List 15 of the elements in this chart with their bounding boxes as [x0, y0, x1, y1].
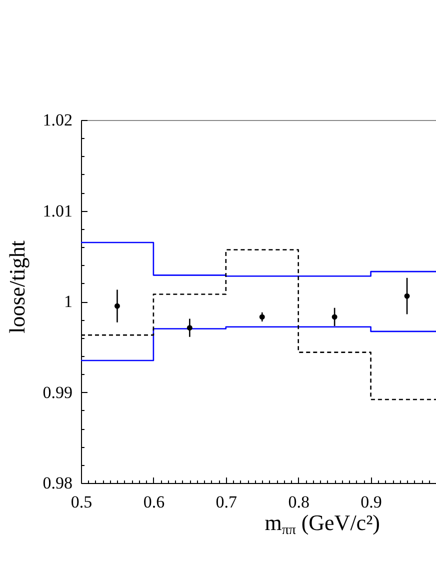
x-tick-label: 0.5	[70, 492, 92, 512]
x-tick-label: 0.7	[216, 492, 238, 512]
point	[404, 293, 410, 299]
y-tick-label: 0.99	[42, 382, 72, 402]
point	[186, 325, 192, 331]
point	[114, 303, 120, 309]
y-tick-label: 1.01	[42, 201, 72, 220]
x-tick-label: 0.8	[288, 492, 310, 512]
y-tick-label: 0.98	[42, 474, 72, 492]
y-tick-label: 1.02	[42, 110, 72, 130]
x-tick-label: 0.6	[143, 492, 165, 512]
y-axis-title: loose/tight	[4, 240, 30, 334]
x-tick-label: 0.9	[360, 492, 382, 512]
point	[332, 314, 338, 320]
y-tick-label: 1	[64, 292, 72, 311]
